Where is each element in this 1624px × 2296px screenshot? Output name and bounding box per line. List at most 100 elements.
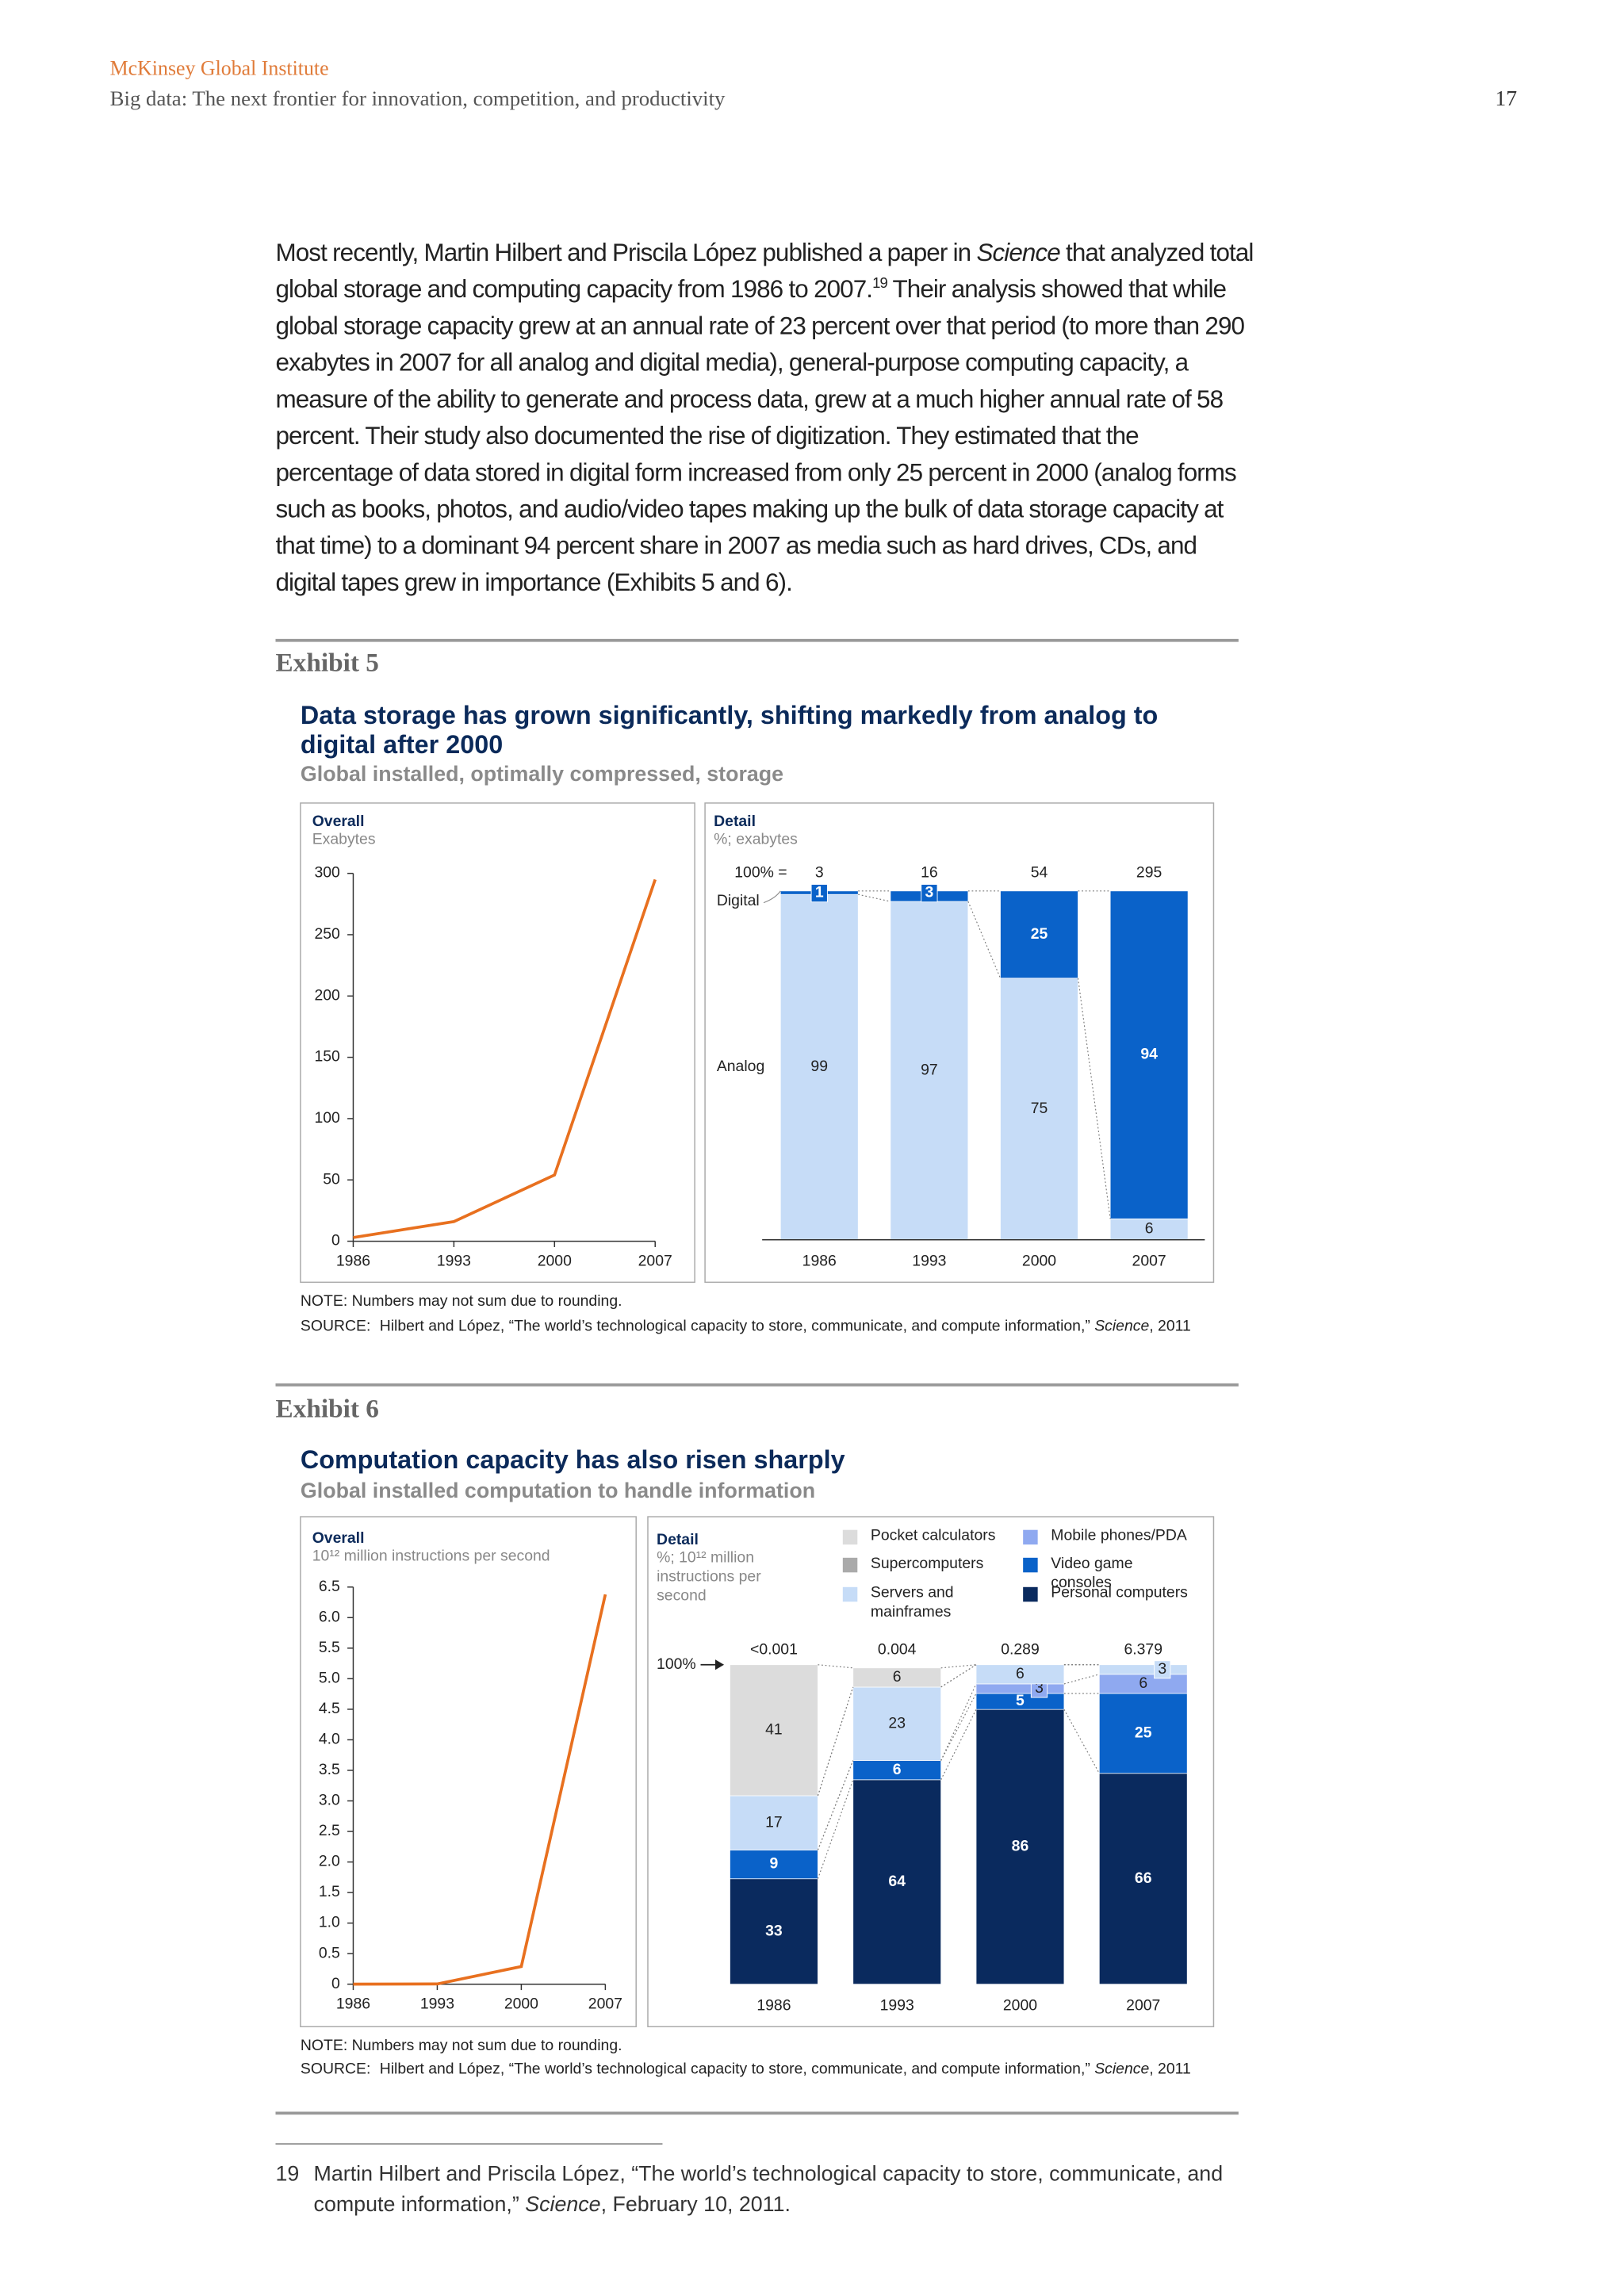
value-label: 23	[888, 1714, 906, 1732]
x-tick-label: 2000	[538, 1253, 572, 1270]
x-tick-label: 1986	[336, 1996, 370, 2013]
text-run: 19	[872, 276, 888, 293]
bar-segment	[852, 1667, 942, 1688]
label-box	[921, 884, 938, 903]
bar-segment	[1098, 1674, 1188, 1694]
footnote-number: 19	[275, 2163, 300, 2187]
total-label: 100% =	[734, 864, 787, 882]
x-tick-label: 2007	[1126, 1997, 1160, 2015]
total: 6.379	[1124, 1640, 1162, 1658]
connector	[940, 1693, 977, 1761]
legend-swatch	[842, 1586, 858, 1602]
text-run: Hilbert and López, “The world’s technolo…	[379, 1316, 1095, 1334]
connector	[940, 1709, 977, 1781]
bar-segment	[852, 1686, 942, 1762]
data-line	[353, 1594, 607, 1986]
connector	[817, 1686, 854, 1797]
arrow-head	[715, 1659, 725, 1670]
bar-segment	[1098, 1693, 1188, 1774]
legend-swatch	[842, 1529, 858, 1545]
connector	[940, 1664, 977, 1688]
total: 295	[1136, 864, 1162, 882]
value-label: 3	[1035, 1679, 1044, 1697]
y-tick-label: 150	[314, 1048, 340, 1066]
source-text: Hilbert and López, “The world’s technolo…	[380, 1317, 1202, 1336]
footnote-text: Martin Hilbert and Priscila López, “The …	[314, 2160, 1243, 2222]
text-run: , 2011	[1149, 2059, 1191, 2078]
label-box	[1154, 1660, 1171, 1679]
value-label: 99	[810, 1058, 828, 1075]
panel-title: Overall	[312, 813, 365, 830]
panel-title: Detail	[714, 813, 756, 830]
value-label: 25	[1031, 925, 1048, 943]
x-tick-label: 1986	[756, 1997, 791, 2015]
value-label: 6	[893, 1668, 902, 1686]
legend-swatch	[1023, 1557, 1038, 1573]
y-tick-label: 4.0	[319, 1731, 340, 1748]
panel-title: Overall	[312, 1529, 365, 1547]
x-tick-label: 1993	[912, 1253, 946, 1270]
text-run: Science	[976, 239, 1060, 267]
source: SOURCE: Hilbert and López, “The world’s t…	[301, 2060, 1202, 2079]
legend-swatch	[1023, 1586, 1038, 1602]
y-tick-label: 1.5	[319, 1883, 340, 1900]
bar-segment	[852, 1760, 942, 1781]
panel-frame	[300, 802, 695, 1284]
panel-unit: 10¹² million instructions per second	[312, 1547, 550, 1566]
y-tick-label: 0	[331, 1232, 340, 1249]
source: SOURCE: Hilbert and López, “The world’s t…	[301, 1317, 1202, 1336]
source-label: SOURCE:	[300, 2059, 371, 2078]
exhibit-subtitle: Global installed, optimally compressed, …	[300, 763, 784, 787]
value-label: 6	[1139, 1674, 1147, 1692]
bar-segment	[890, 901, 969, 1241]
exhibit-label: Exhibit 5	[275, 647, 379, 677]
x-tick-label: 2000	[1003, 1997, 1037, 2015]
data-line	[353, 878, 657, 1239]
x-tick-label: 1993	[437, 1253, 471, 1270]
value-label: 75	[1031, 1100, 1048, 1117]
text-run: , 2011	[1149, 1316, 1191, 1334]
legend-label: Video game consoles	[1051, 1555, 1133, 1592]
exhibit-title: Data storage has grown significantly, sh…	[300, 700, 1159, 760]
connector	[1063, 1674, 1100, 1685]
y-tick-label: 100	[314, 1109, 340, 1127]
total: 3	[815, 864, 824, 882]
connector	[858, 894, 891, 902]
value-label: 5	[1016, 1692, 1025, 1709]
footnote: 19 Martin Hilbert and Priscila López, “Th…	[275, 2160, 1243, 2222]
x-tick-label: 1993	[880, 1997, 914, 2015]
bar-segment	[1109, 890, 1189, 1219]
y-tick-label: 0.5	[319, 1944, 340, 1961]
text-run: Hilbert and López, “The world’s technolo…	[379, 2059, 1095, 2078]
y-tick-label: 0	[331, 1975, 340, 1992]
value-label: 1	[815, 884, 824, 901]
value-label: 97	[921, 1061, 938, 1078]
y-tick-label: 2.0	[319, 1853, 340, 1870]
y-tick-label: 2.5	[319, 1822, 340, 1839]
bar-segment	[852, 1779, 942, 1985]
bar-segment	[975, 1683, 1065, 1694]
bar-segment	[779, 894, 859, 1241]
value-label: 9	[770, 1855, 779, 1873]
publisher: McKinsey Global Institute	[109, 58, 329, 81]
text-run: Science	[1094, 2059, 1150, 2078]
connector	[817, 1779, 854, 1879]
y-tick-label: 5.0	[319, 1670, 340, 1687]
total: 16	[921, 864, 938, 882]
panel-frame	[300, 1516, 637, 2028]
bar-segment	[1098, 1773, 1188, 1985]
bar-segment	[730, 1664, 818, 1797]
value-label: 17	[765, 1813, 783, 1831]
value-label: 25	[1135, 1724, 1152, 1742]
y-tick-label: 6.0	[319, 1608, 340, 1625]
legend-label: Mobile phones/PDA	[1051, 1527, 1187, 1545]
panel-frame	[704, 802, 1215, 1284]
note: NOTE: Numbers may not sum due to roundin…	[300, 2036, 622, 2054]
total: <0.001	[750, 1640, 798, 1658]
bar-segment	[1098, 1664, 1188, 1675]
label-box	[810, 884, 828, 903]
y-tick-label: 3.5	[319, 1761, 340, 1778]
source-label: SOURCE:	[300, 1316, 371, 1334]
